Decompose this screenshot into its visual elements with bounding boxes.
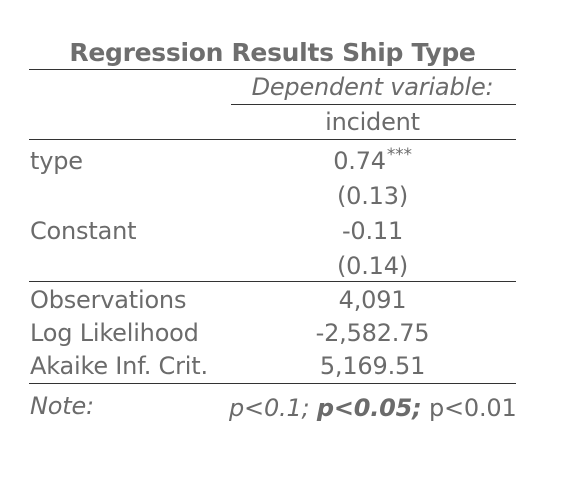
coef-label-constant: Constant bbox=[30, 217, 137, 245]
note-p3: p<0.01 bbox=[428, 394, 517, 422]
note-p2: p<0.05; bbox=[316, 394, 422, 422]
coefficients-bottom-rule bbox=[29, 281, 516, 282]
top-rule bbox=[29, 69, 516, 70]
stat-label-aic: Akaike Inf. Crit. bbox=[30, 352, 208, 380]
coef-estimate-constant: -0.11 bbox=[341, 217, 404, 245]
dependent-variable-header: Dependent variable: bbox=[251, 73, 494, 101]
stat-value-observations: 4,091 bbox=[338, 286, 407, 314]
stat-label-observations: Observations bbox=[30, 286, 187, 314]
note-p1: p<0.1; bbox=[229, 394, 310, 422]
stats-bottom-rule bbox=[29, 383, 516, 384]
header-bottom-rule bbox=[29, 139, 516, 140]
table-title: Regression Results Ship Type bbox=[69, 38, 476, 67]
coef-estimate-type-value: 0.74 bbox=[333, 147, 386, 175]
dependent-variable-rule bbox=[231, 104, 516, 105]
coef-se-type: (0.13) bbox=[337, 182, 408, 210]
stat-label-log-likelihood: Log Likelihood bbox=[30, 319, 199, 347]
stat-value-aic: 5,169.51 bbox=[319, 352, 426, 380]
coef-se-constant: (0.14) bbox=[337, 252, 408, 280]
stat-value-log-likelihood: -2,582.75 bbox=[315, 319, 430, 347]
significance-stars: *** bbox=[386, 145, 412, 165]
coef-label-type: type bbox=[30, 147, 83, 175]
dependent-variable-name: incident bbox=[325, 108, 420, 136]
note-significance: p<0.1; p<0.05; p<0.01 bbox=[229, 391, 517, 425]
note-label: Note: bbox=[30, 392, 94, 420]
coef-estimate-type: 0.74*** bbox=[229, 144, 516, 181]
